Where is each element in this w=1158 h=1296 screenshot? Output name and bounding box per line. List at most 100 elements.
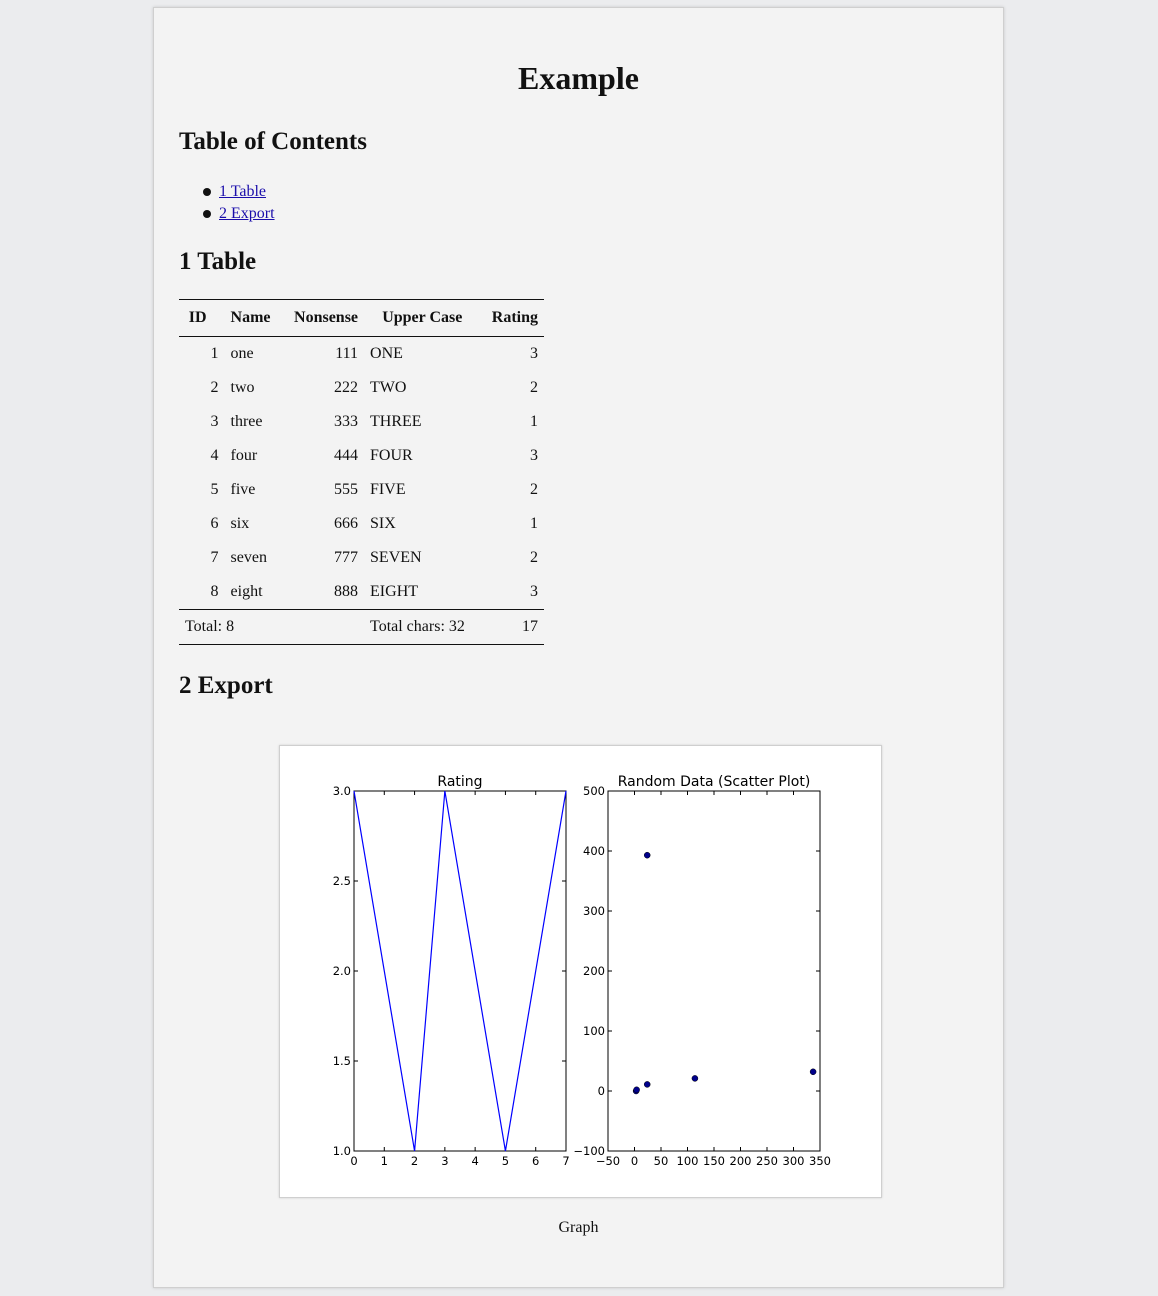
footer-rating-sum: 17 xyxy=(522,618,538,635)
cell-upper-case: TWO xyxy=(370,379,407,396)
data-table: ID Name Nonsense Upper Case Rating 1 one 1… xyxy=(179,299,544,645)
cell-rating: 1 xyxy=(530,515,538,532)
chart-1-x-tick-label: 7 xyxy=(562,1154,569,1168)
cell-nonsense: 333 xyxy=(334,413,359,430)
chart-2-x-tick-label: −50 xyxy=(596,1154,620,1168)
cell-name: one xyxy=(230,345,254,362)
table-row: 7 seven 777 SEVEN 2 xyxy=(179,541,544,575)
cell-rating: 2 xyxy=(530,549,538,566)
table-row: 6 six 666 SIX 1 xyxy=(179,507,544,541)
cell-nonsense: 111 xyxy=(335,345,359,362)
cell-name: three xyxy=(230,413,263,430)
column-header-rating: Rating xyxy=(491,309,538,326)
table-row: 5 five 555 FIVE 2 xyxy=(179,473,544,507)
cell-upper-case: FIVE xyxy=(370,481,406,498)
chart-1-y-tick-label: 1.5 xyxy=(333,1054,351,1068)
cell-id: 2 xyxy=(210,379,219,396)
table-row: 2 two 222 TWO 2 xyxy=(179,371,544,405)
cell-id: 1 xyxy=(210,345,219,362)
cell-upper-case: FOUR xyxy=(370,447,413,464)
cell-upper-case: ONE xyxy=(370,345,403,362)
chart-1-x-tick-label: 0 xyxy=(350,1154,357,1168)
chart-1-series-line xyxy=(353,790,567,1152)
toc-link-table[interactable]: 1 Table xyxy=(219,183,267,200)
chart-1-x-tick-label: 3 xyxy=(441,1154,448,1168)
chart-1-y-tick-label: 2.5 xyxy=(333,874,351,888)
cell-nonsense: 777 xyxy=(334,549,359,566)
figure-caption: Graph xyxy=(558,1219,599,1236)
cell-name: four xyxy=(230,447,258,464)
chart-2-scatter-point xyxy=(633,1086,640,1094)
chart-2-scatter-point xyxy=(643,851,651,859)
table-row: 8 eight 888 EIGHT 3 xyxy=(179,575,544,610)
chart-2-x-tick-label: 150 xyxy=(703,1154,725,1168)
chart-2-x-tick-label: 0 xyxy=(631,1154,638,1168)
toc-list: 1 Table 2 Export xyxy=(199,181,275,225)
table-footer-row: Total: 8 Total chars: 32 17 xyxy=(179,609,544,645)
column-header-nonsense: Nonsense xyxy=(294,309,359,326)
footer-total: Total: 8 xyxy=(185,618,235,635)
chart-2-y-tick-label: 0 xyxy=(598,1084,605,1098)
cell-id: 8 xyxy=(210,583,219,600)
chart-2-scatter-point xyxy=(809,1068,817,1076)
chart-1-plot-frame xyxy=(353,790,567,1152)
cell-id: 7 xyxy=(210,549,219,566)
column-header-id: ID xyxy=(188,309,207,326)
cell-name: two xyxy=(230,379,255,396)
document-page: Example Table of Contents 1 Table 2 Expo… xyxy=(153,7,1004,1288)
chart-2-x-tick-label: 350 xyxy=(809,1154,831,1168)
cell-id: 3 xyxy=(210,413,219,430)
cell-nonsense: 555 xyxy=(334,481,359,498)
chart-2-y-tick-label: 400 xyxy=(583,844,605,858)
cell-id: 5 xyxy=(210,481,219,498)
chart-1-x-tick-label: 4 xyxy=(471,1154,478,1168)
chart-2-y-tick-label: 300 xyxy=(583,904,605,918)
cell-name: five xyxy=(230,481,256,498)
cell-name: six xyxy=(230,515,250,532)
cell-nonsense: 888 xyxy=(334,583,359,600)
chart-2-plot-frame xyxy=(607,790,821,1152)
charts-canvas: Rating 0 1 2 3 4 5 6 7 1.0 1.5 2.0 2.5 3.0 Random Data… xyxy=(333,774,831,1168)
table-row: 3 three 333 THREE 1 xyxy=(179,405,544,439)
toc-item: 1 Table xyxy=(199,181,275,203)
cell-rating: 1 xyxy=(530,413,538,430)
cell-id: 6 xyxy=(210,515,219,532)
footer-total-chars: Total chars: 32 xyxy=(370,618,465,635)
toc-link-export[interactable]: 2 Export xyxy=(219,205,275,222)
chart-1-y-tick-label: 2.0 xyxy=(333,964,351,978)
document-title: Example xyxy=(518,60,639,96)
table-row: 1 one 111 ONE 3 xyxy=(179,337,544,372)
cell-id: 4 xyxy=(210,447,219,464)
chart-1-y-tick-label: 3.0 xyxy=(333,784,351,798)
chart-2-y-tick-label: 500 xyxy=(583,784,605,798)
toc-item: 2 Export xyxy=(199,203,275,225)
table-header-row: ID Name Nonsense Upper Case Rating xyxy=(179,299,544,337)
chart-1-x-tick-label: 2 xyxy=(411,1154,418,1168)
chart-2-y-tick-label: −100 xyxy=(573,1144,605,1158)
section-heading-table: 1 Table xyxy=(179,248,257,275)
cell-rating: 3 xyxy=(530,583,538,600)
chart-2-scatter-point xyxy=(691,1075,699,1082)
chart-2-y-tick-label: 100 xyxy=(583,1024,605,1038)
cell-rating: 2 xyxy=(530,379,538,396)
figure-graph: Rating 0 1 2 3 4 5 6 7 1.0 1.5 2.0 2.5 3.0 Random Data… xyxy=(279,745,882,1198)
cell-upper-case: EIGHT xyxy=(370,583,419,600)
cell-nonsense: 444 xyxy=(334,447,359,464)
cell-name: eight xyxy=(230,583,263,600)
column-header-name: Name xyxy=(230,309,271,326)
chart-2-x-tick-label: 100 xyxy=(677,1154,699,1168)
cell-upper-case: SIX xyxy=(370,515,396,532)
cell-rating: 2 xyxy=(530,481,538,498)
chart-2-title: Random Data (Scatter Plot) xyxy=(618,774,811,790)
table-row: 4 four 444 FOUR 3 xyxy=(179,439,544,473)
chart-1-y-tick-label: 1.0 xyxy=(333,1144,351,1158)
cell-name: seven xyxy=(230,549,267,566)
chart-2-x-tick-label: 200 xyxy=(730,1154,752,1168)
cell-upper-case: THREE xyxy=(370,413,422,430)
cell-rating: 3 xyxy=(530,345,538,362)
cell-nonsense: 222 xyxy=(334,379,359,396)
toc-heading: Table of Contents xyxy=(179,128,367,155)
cell-nonsense: 666 xyxy=(334,515,359,532)
cell-upper-case: SEVEN xyxy=(370,549,422,566)
chart-1-title: Rating xyxy=(437,774,482,790)
